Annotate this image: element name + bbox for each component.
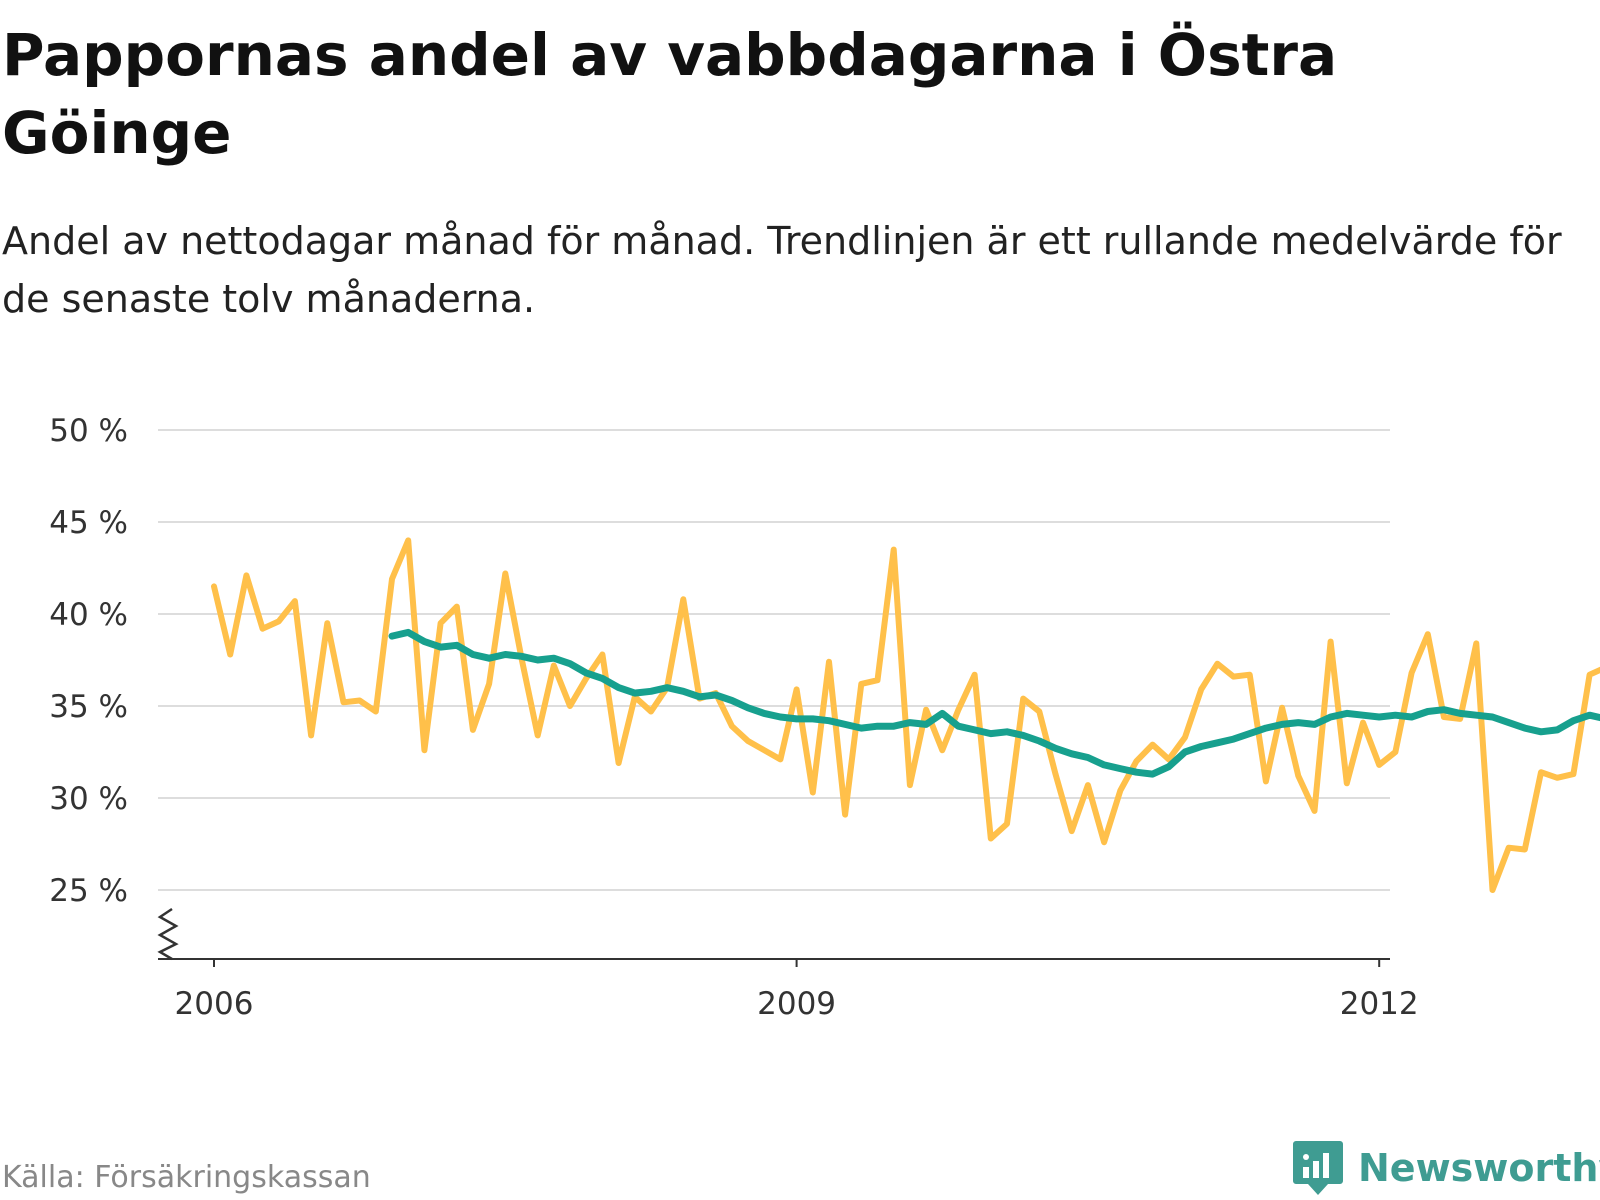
source-note: Källa: Försäkringskassan [2,1160,371,1195]
y-tick-label: 40 % [49,597,128,633]
x-tick-label: 2009 [757,986,836,1022]
y-tick-label: 45 % [49,505,128,541]
x-tick-label: 2012 [1340,986,1419,1022]
series-line-monthly [211,537,1600,893]
chart-title: Pappornas andel av vabbdagarna i Östra G… [2,21,1338,167]
line-chart: 25 %30 %35 %40 %45 %50 % 200620092012201… [49,413,1600,1022]
y-tick-label: 25 % [49,873,128,909]
chart-subtitle: Andel av nettodagar månad för månad. Tre… [2,219,1562,321]
y-tick-label: 35 % [49,689,128,725]
bar-chart-icon [1293,1141,1343,1195]
series-lines [211,537,1600,893]
series-line-trend [388,628,1600,778]
axis-break-icon [157,907,179,961]
gridlines [158,429,1390,891]
x-axis: 2006200920122015201820212023 [158,958,1419,1022]
newsworthy-logo[interactable]: Newsworthy [1292,1138,1600,1198]
x-tick-label: 2006 [175,986,254,1022]
y-tick-label: 30 % [49,781,128,817]
y-axis-tick-labels: 25 % 30 % 35 % 40 % 45 % 50 % [49,413,128,909]
axis-break-zigzag [157,907,179,961]
brand-name: Newsworthy [1358,1146,1600,1190]
y-tick-label: 50 % [49,413,128,449]
